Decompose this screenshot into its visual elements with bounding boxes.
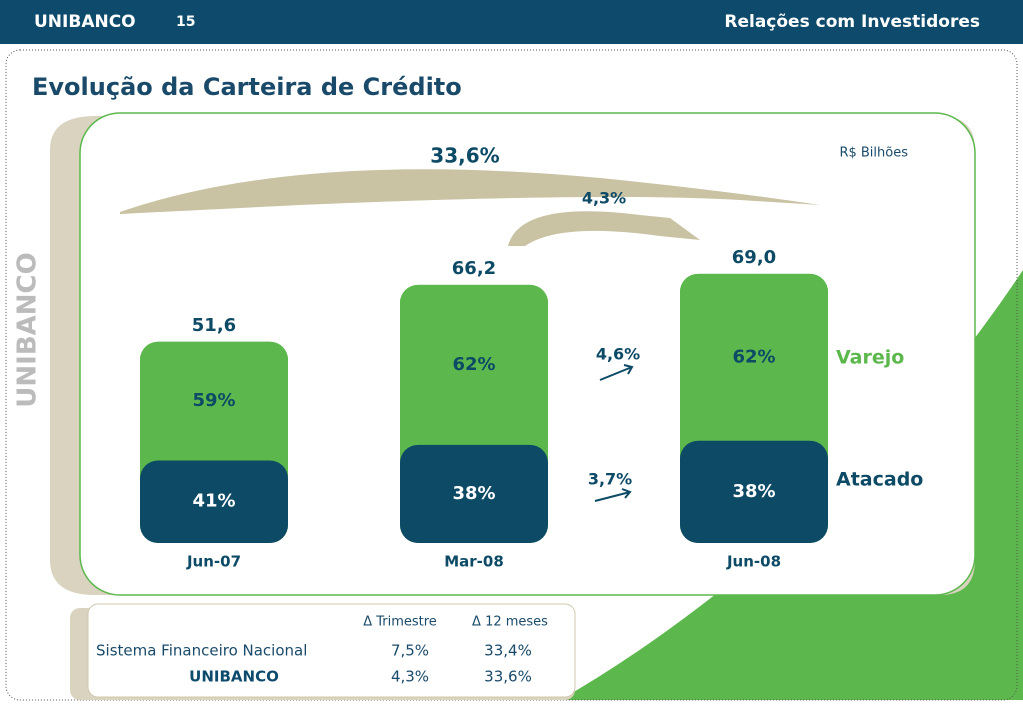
x-tick-label: Jun-07 bbox=[186, 553, 241, 571]
segment-label: 59% bbox=[192, 390, 235, 411]
brand: UNIBANCO bbox=[34, 12, 136, 32]
table-cell: 4,3% bbox=[391, 668, 429, 686]
frame bbox=[5, 49, 1018, 701]
annotation: 4,3% bbox=[582, 189, 626, 208]
segment-label: 38% bbox=[452, 483, 495, 504]
small-arrow bbox=[599, 364, 634, 381]
bar-segment bbox=[140, 341, 288, 461]
arrow-12m bbox=[120, 169, 820, 214]
segment-label: 41% bbox=[192, 491, 235, 512]
bar-segment bbox=[400, 284, 548, 445]
arrow-quarter bbox=[508, 211, 700, 246]
table-cell: 7,5% bbox=[391, 642, 429, 660]
legend-label: Varejo bbox=[836, 347, 904, 369]
unit-label: R$ Bilhões bbox=[839, 146, 908, 161]
table-cell: Sistema Financeiro Nacional bbox=[96, 642, 307, 660]
annotation: 4,6% bbox=[596, 345, 640, 364]
annotation: 3,7% bbox=[588, 470, 632, 489]
table-cell: 33,4% bbox=[484, 642, 532, 660]
table-cell: UNIBANCO bbox=[189, 668, 279, 686]
table-cell: 33,6% bbox=[484, 668, 532, 686]
watermark: UNIBANCO bbox=[13, 252, 43, 407]
header-bar bbox=[0, 0, 1023, 44]
bar-segment bbox=[680, 273, 828, 441]
section-title: Relações com Investidores bbox=[724, 12, 980, 32]
table-header: Δ 12 meses bbox=[472, 615, 548, 630]
page-number: 15 bbox=[176, 14, 195, 30]
segment-label: 62% bbox=[452, 354, 495, 375]
small-arrow bbox=[594, 488, 632, 502]
segment-label: 62% bbox=[732, 346, 775, 367]
legend-label: Atacado bbox=[836, 469, 923, 491]
x-tick-label: Jun-08 bbox=[726, 553, 781, 571]
chart-title: Evolução da Carteira de Crédito bbox=[32, 73, 462, 101]
bar-segment bbox=[140, 460, 288, 543]
table-header: Δ Trimestre bbox=[363, 615, 437, 630]
total-label: 66,2 bbox=[452, 258, 496, 279]
total-label: 51,6 bbox=[192, 315, 236, 336]
bar-segment bbox=[680, 440, 828, 543]
annotation: 33,6% bbox=[430, 144, 499, 168]
total-label: 69,0 bbox=[732, 247, 776, 268]
x-tick-label: Mar-08 bbox=[444, 553, 504, 571]
bar-segment bbox=[400, 444, 548, 543]
segment-label: 38% bbox=[732, 481, 775, 502]
table-box bbox=[87, 603, 576, 698]
